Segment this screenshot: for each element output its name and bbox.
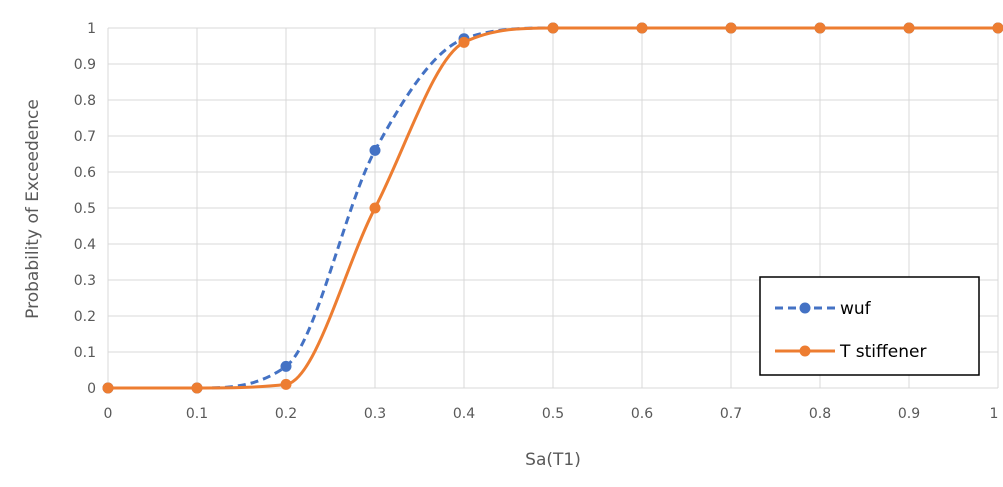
data-point-t-stiffener — [192, 383, 203, 394]
x-axis-ticks: 0 0.1 0.2 0.3 0.4 0.5 0.6 0.7 0.8 0.9 1 — [104, 406, 999, 422]
x-tick-label: 0.2 — [275, 406, 297, 422]
legend-label-t-stiffener: T stiffener — [839, 342, 926, 362]
x-tick-label: 0.7 — [720, 406, 742, 422]
legend-marker-wuf — [800, 303, 811, 314]
y-tick-label: 0.1 — [74, 345, 96, 361]
data-point-t-stiffener — [637, 23, 648, 34]
data-point-t-stiffener — [103, 383, 114, 394]
data-point-t-stiffener — [370, 203, 381, 214]
y-tick-label: 0.5 — [74, 201, 96, 217]
x-tick-label: 1 — [990, 406, 999, 422]
y-tick-label: 0.9 — [74, 57, 96, 73]
data-point-t-stiffener — [459, 37, 470, 48]
y-tick-label: 0.8 — [74, 93, 96, 109]
x-tick-label: 0.9 — [898, 406, 920, 422]
x-tick-label: 0.5 — [542, 406, 564, 422]
legend: wuf T stiffener — [760, 277, 979, 375]
legend-label-wuf: wuf — [840, 299, 872, 319]
data-point-wuf — [370, 145, 381, 156]
y-axis-ticks: 0 0.1 0.2 0.3 0.4 0.5 0.6 0.7 0.8 0.9 1 — [74, 21, 96, 397]
data-point-t-stiffener — [815, 23, 826, 34]
data-point-t-stiffener — [726, 23, 737, 34]
y-tick-label: 0.7 — [74, 129, 96, 145]
x-tick-label: 0.1 — [186, 406, 208, 422]
data-point-t-stiffener — [993, 23, 1003, 34]
data-point-t-stiffener — [281, 379, 292, 390]
y-tick-label: 0.6 — [74, 165, 96, 181]
x-tick-label: 0.4 — [453, 406, 475, 422]
y-tick-label: 0.3 — [74, 273, 96, 289]
x-tick-label: 0 — [104, 406, 113, 422]
x-tick-label: 0.6 — [631, 406, 653, 422]
x-axis-title: Sa(T1) — [525, 450, 581, 470]
x-tick-label: 0.3 — [364, 406, 386, 422]
x-tick-label: 0.8 — [809, 406, 831, 422]
y-tick-label: 0.4 — [74, 237, 96, 253]
data-point-t-stiffener — [904, 23, 915, 34]
y-axis-title: Probability of Exceedence — [23, 99, 43, 319]
data-point-t-stiffener — [548, 23, 559, 34]
y-tick-label: 1 — [87, 21, 96, 37]
y-tick-label: 0 — [87, 381, 96, 397]
data-point-wuf — [281, 361, 292, 372]
y-tick-label: 0.2 — [74, 309, 96, 325]
legend-marker-t-stiffener — [800, 346, 811, 357]
